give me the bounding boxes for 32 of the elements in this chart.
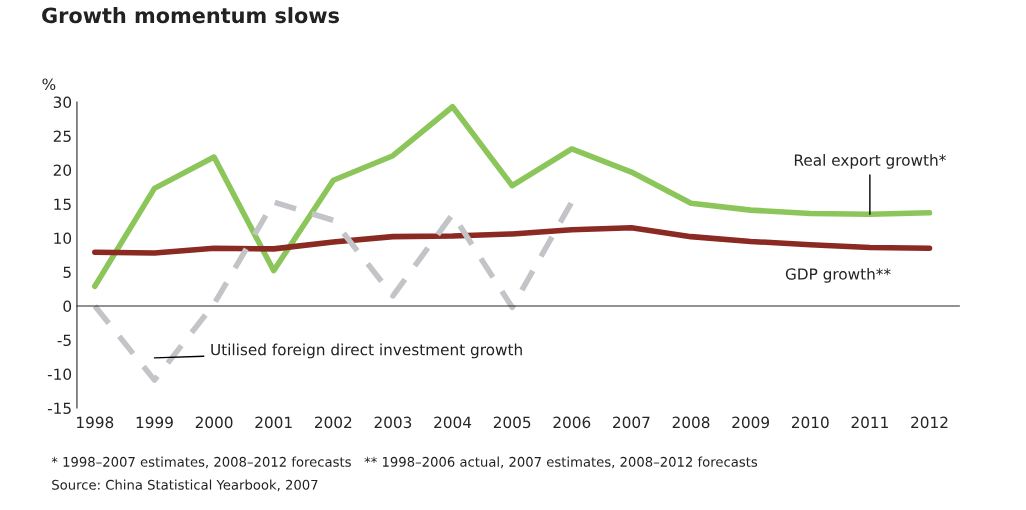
- x-tick-label: 2012: [911, 416, 948, 429]
- y-tick-label: -10: [47, 368, 72, 381]
- y-tick-label: -5: [57, 334, 71, 347]
- x-tick-label: 2004: [434, 416, 472, 429]
- y-axis-title: %: [42, 78, 56, 90]
- y-tick-label: 10: [54, 232, 72, 245]
- x-tick-label: 1998: [77, 416, 114, 429]
- y-tick-label: -15: [47, 402, 71, 415]
- x-tick-label: 2002: [314, 416, 352, 429]
- source-note: Source: China Statistical Yearbook, 2007: [52, 479, 318, 492]
- x-tick-label: 2003: [374, 416, 412, 429]
- x-tick-label: 1999: [136, 416, 173, 429]
- y-tick-label: 25: [53, 130, 71, 143]
- x-tick-label: 2009: [732, 416, 770, 429]
- x-tick-label: 2007: [613, 416, 650, 429]
- y-tick-label: 5: [63, 266, 71, 279]
- series-label: Utilised foreign direct investment growth: [211, 343, 522, 359]
- y-tick-label: 0: [63, 300, 72, 313]
- chart-title: Growth momentum slows: [42, 7, 339, 24]
- x-tick-label: 2008: [672, 416, 710, 429]
- text: * 1998–2007 estimates, 2008–2012 forecasts ** 1998–2006 actual, 2007 estimates, 2008–2012 forecasts: [51, 456, 758, 469]
- x-tick-label: 2011: [851, 416, 888, 429]
- x-tick-label: 2010: [791, 416, 829, 429]
- x-tick-label: 2000: [195, 416, 233, 429]
- series-label: GDP growth**: [785, 267, 891, 283]
- x-tick-label: 2001: [255, 416, 292, 429]
- text: Real export growth*: [794, 154, 946, 169]
- x-tick-label: 2006: [553, 416, 591, 429]
- x-tick-label: 2005: [493, 416, 531, 429]
- y-tick-label: 20: [53, 164, 72, 177]
- y-tick-label: 30: [53, 96, 72, 109]
- y-tick-label: 15: [54, 198, 71, 211]
